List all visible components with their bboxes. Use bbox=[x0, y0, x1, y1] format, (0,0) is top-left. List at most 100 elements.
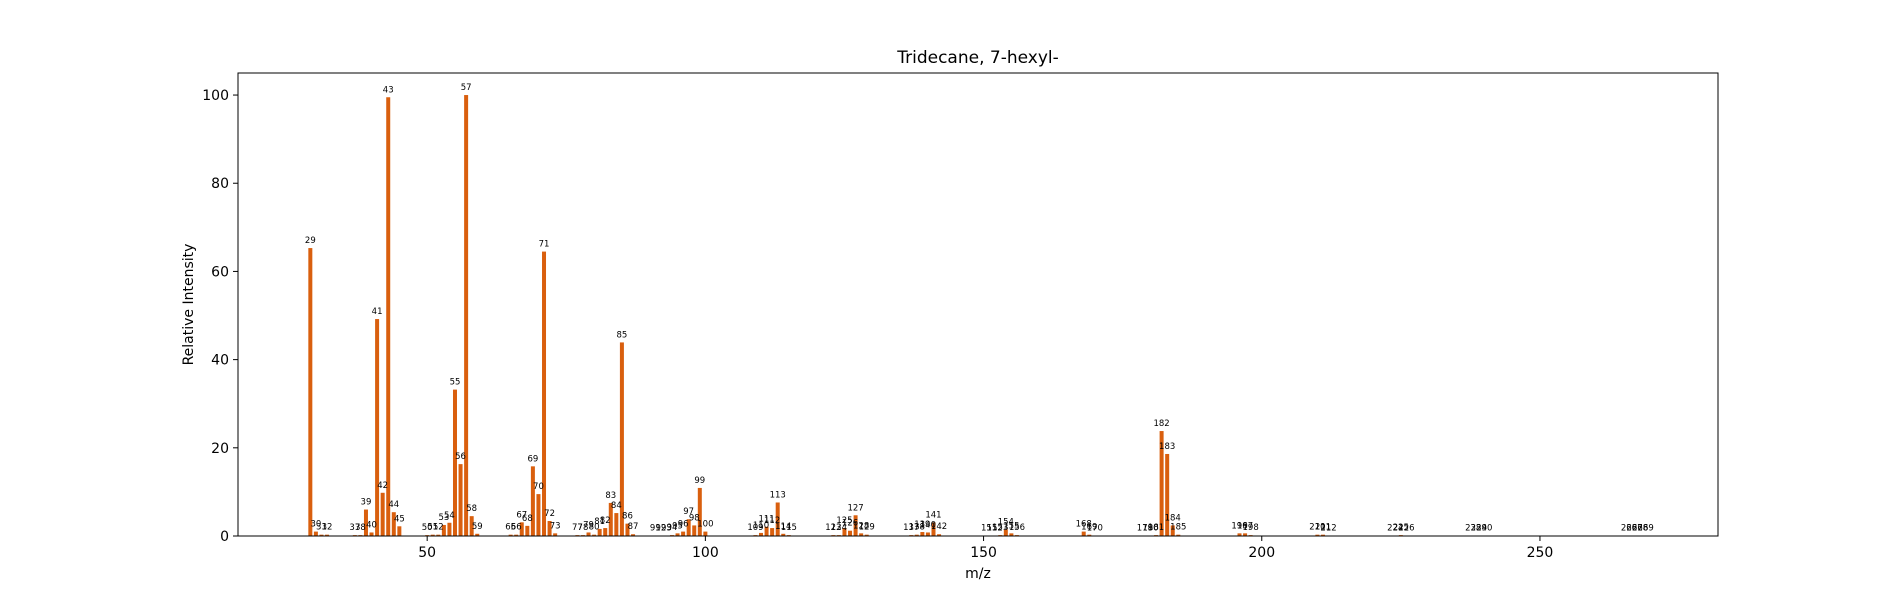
bar-mz-139 bbox=[920, 532, 925, 536]
bar-mz-39 bbox=[363, 509, 368, 536]
bar-mz-71 bbox=[542, 251, 547, 537]
bar-label-mz-57: 57 bbox=[461, 83, 472, 93]
y-tick-label-80: 80 bbox=[211, 176, 229, 192]
bar-label-mz-70: 70 bbox=[533, 482, 544, 492]
bar-label-mz-42: 42 bbox=[377, 481, 388, 491]
bar-label-mz-114: 114 bbox=[775, 522, 791, 532]
bar-mz-80 bbox=[592, 534, 597, 536]
bar-label-mz-151: 151 bbox=[981, 524, 997, 534]
bar-mz-127 bbox=[853, 515, 858, 536]
bar-label-mz-168: 168 bbox=[1076, 520, 1092, 530]
bar-label-mz-239: 239 bbox=[1471, 524, 1487, 534]
bar-label-mz-41: 41 bbox=[372, 307, 383, 317]
bar-label-mz-82: 82 bbox=[600, 516, 611, 526]
bar-label-mz-95: 95 bbox=[672, 521, 683, 531]
bar-mz-210 bbox=[1315, 534, 1320, 536]
bar-mz-140 bbox=[925, 532, 930, 536]
bar-label-mz-226: 226 bbox=[1398, 524, 1414, 534]
bar-mz-41 bbox=[375, 319, 380, 536]
bar-mz-85 bbox=[619, 342, 624, 536]
x-tick-label-100: 100 bbox=[692, 545, 719, 561]
bar-mz-83 bbox=[608, 502, 613, 536]
bar-label-mz-113: 113 bbox=[770, 490, 786, 500]
bar-label-mz-110: 110 bbox=[753, 521, 769, 531]
bar-mz-57 bbox=[464, 95, 469, 537]
bar-mz-82 bbox=[603, 528, 608, 536]
bar-mz-73 bbox=[553, 533, 558, 536]
bar-mz-32 bbox=[325, 534, 330, 536]
bar-mz-53 bbox=[441, 524, 446, 536]
bar-mz-182 bbox=[1159, 431, 1164, 536]
bar-mz-184 bbox=[1170, 525, 1175, 536]
bar-label-mz-139: 139 bbox=[914, 520, 930, 530]
bar-label-mz-39: 39 bbox=[361, 498, 372, 508]
bar-label-mz-40: 40 bbox=[366, 520, 377, 530]
bar-label-mz-267: 267 bbox=[1626, 524, 1642, 534]
bar-label-mz-53: 53 bbox=[438, 513, 449, 523]
bar-mz-96 bbox=[681, 531, 686, 536]
bar-mz-211 bbox=[1320, 534, 1325, 536]
bar-mz-72 bbox=[547, 521, 552, 536]
bar-label-mz-153: 153 bbox=[992, 523, 1008, 533]
bar-mz-142 bbox=[937, 534, 942, 536]
bar-mz-56 bbox=[458, 464, 463, 536]
bar-label-mz-85: 85 bbox=[616, 330, 627, 340]
bar-label-mz-92: 92 bbox=[655, 524, 666, 534]
bar-label-mz-109: 109 bbox=[747, 523, 763, 533]
bar-mz-196 bbox=[1237, 533, 1242, 536]
bar-label-mz-156: 156 bbox=[1009, 523, 1025, 533]
bar-mz-70 bbox=[536, 494, 541, 536]
bar-label-mz-68: 68 bbox=[522, 514, 533, 524]
bar-mz-100 bbox=[703, 531, 708, 536]
bar-mz-183 bbox=[1165, 453, 1170, 536]
bar-mz-31 bbox=[319, 534, 324, 536]
bar-label-mz-31: 31 bbox=[316, 523, 327, 533]
bar-label-mz-266: 266 bbox=[1621, 524, 1637, 534]
bar-label-mz-55: 55 bbox=[450, 378, 461, 388]
bar-mz-54 bbox=[447, 522, 452, 536]
y-tick-label-20: 20 bbox=[211, 441, 229, 457]
bar-mz-81 bbox=[597, 528, 602, 536]
bar-label-mz-51: 51 bbox=[427, 523, 438, 533]
bar-label-mz-29: 29 bbox=[305, 236, 316, 246]
bar-label-mz-141: 141 bbox=[925, 510, 941, 520]
bar-mz-97 bbox=[686, 519, 691, 536]
bar-label-mz-66: 66 bbox=[511, 523, 522, 533]
bar-mz-58 bbox=[469, 516, 474, 536]
bar-label-mz-43: 43 bbox=[383, 85, 394, 95]
bar-mz-40 bbox=[369, 532, 374, 536]
y-axis-title: Relative Intensity bbox=[181, 244, 197, 366]
bar-label-mz-126: 126 bbox=[842, 519, 858, 529]
bar-mz-128 bbox=[859, 533, 864, 536]
bar-label-mz-212: 212 bbox=[1320, 524, 1336, 534]
bar-label-mz-67: 67 bbox=[516, 510, 527, 520]
bar-mz-51 bbox=[430, 534, 435, 536]
y-tick-label-100: 100 bbox=[202, 88, 229, 104]
bar-label-mz-224: 224 bbox=[1387, 524, 1403, 534]
y-tick-label-60: 60 bbox=[211, 264, 229, 280]
bar-mz-65 bbox=[508, 534, 513, 536]
bar-mz-114 bbox=[781, 533, 786, 536]
bar-mz-79 bbox=[586, 532, 591, 536]
bar-label-mz-127: 127 bbox=[847, 503, 863, 513]
bar-mz-52 bbox=[436, 534, 441, 536]
x-tick-label-200: 200 bbox=[1248, 545, 1275, 561]
bar-label-mz-86: 86 bbox=[622, 512, 633, 522]
bar-label-mz-71: 71 bbox=[539, 240, 550, 250]
bar-label-mz-137: 137 bbox=[903, 523, 919, 533]
bar-label-mz-183: 183 bbox=[1159, 442, 1175, 452]
bar-label-mz-54: 54 bbox=[444, 511, 455, 521]
bar-label-mz-211: 211 bbox=[1315, 523, 1331, 533]
bar-label-mz-238: 238 bbox=[1465, 524, 1481, 534]
bar-label-mz-83: 83 bbox=[605, 491, 616, 501]
bar-label-mz-124: 124 bbox=[831, 523, 847, 533]
bar-label-mz-142: 142 bbox=[931, 522, 947, 532]
bar-label-mz-65: 65 bbox=[505, 523, 516, 533]
bar-mz-44 bbox=[391, 512, 396, 536]
bar-label-mz-32: 32 bbox=[322, 523, 333, 533]
x-axis-title: m/z bbox=[965, 566, 991, 582]
bar-mz-185 bbox=[1176, 534, 1181, 536]
y-tick-label-0: 0 bbox=[220, 529, 229, 545]
bar-label-mz-181: 181 bbox=[1148, 523, 1164, 533]
